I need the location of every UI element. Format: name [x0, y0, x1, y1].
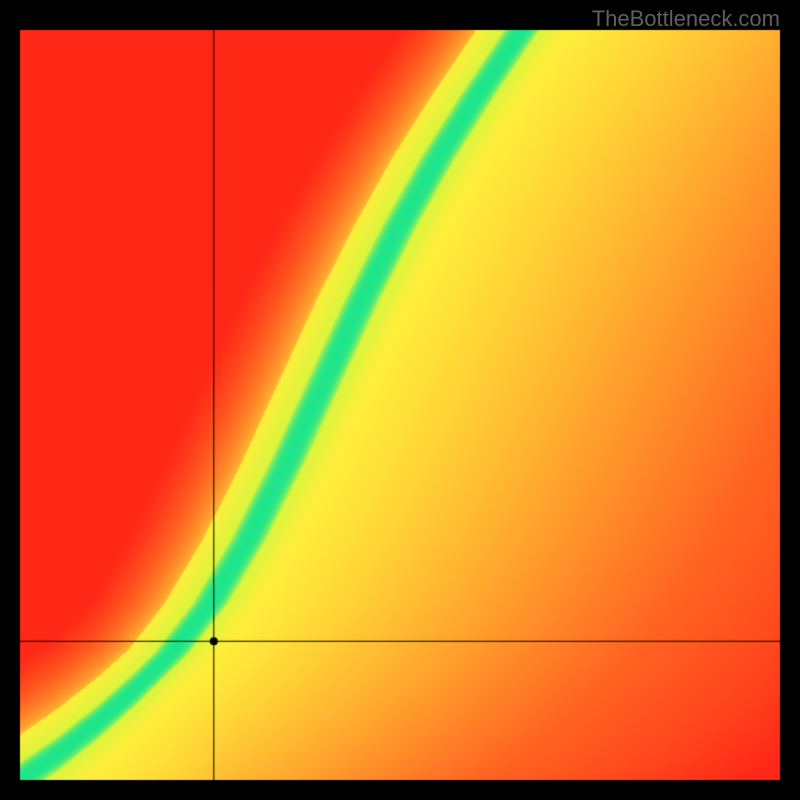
heatmap-canvas: [0, 0, 800, 800]
chart-container: TheBottleneck.com: [0, 0, 800, 800]
watermark-text: TheBottleneck.com: [592, 6, 780, 32]
